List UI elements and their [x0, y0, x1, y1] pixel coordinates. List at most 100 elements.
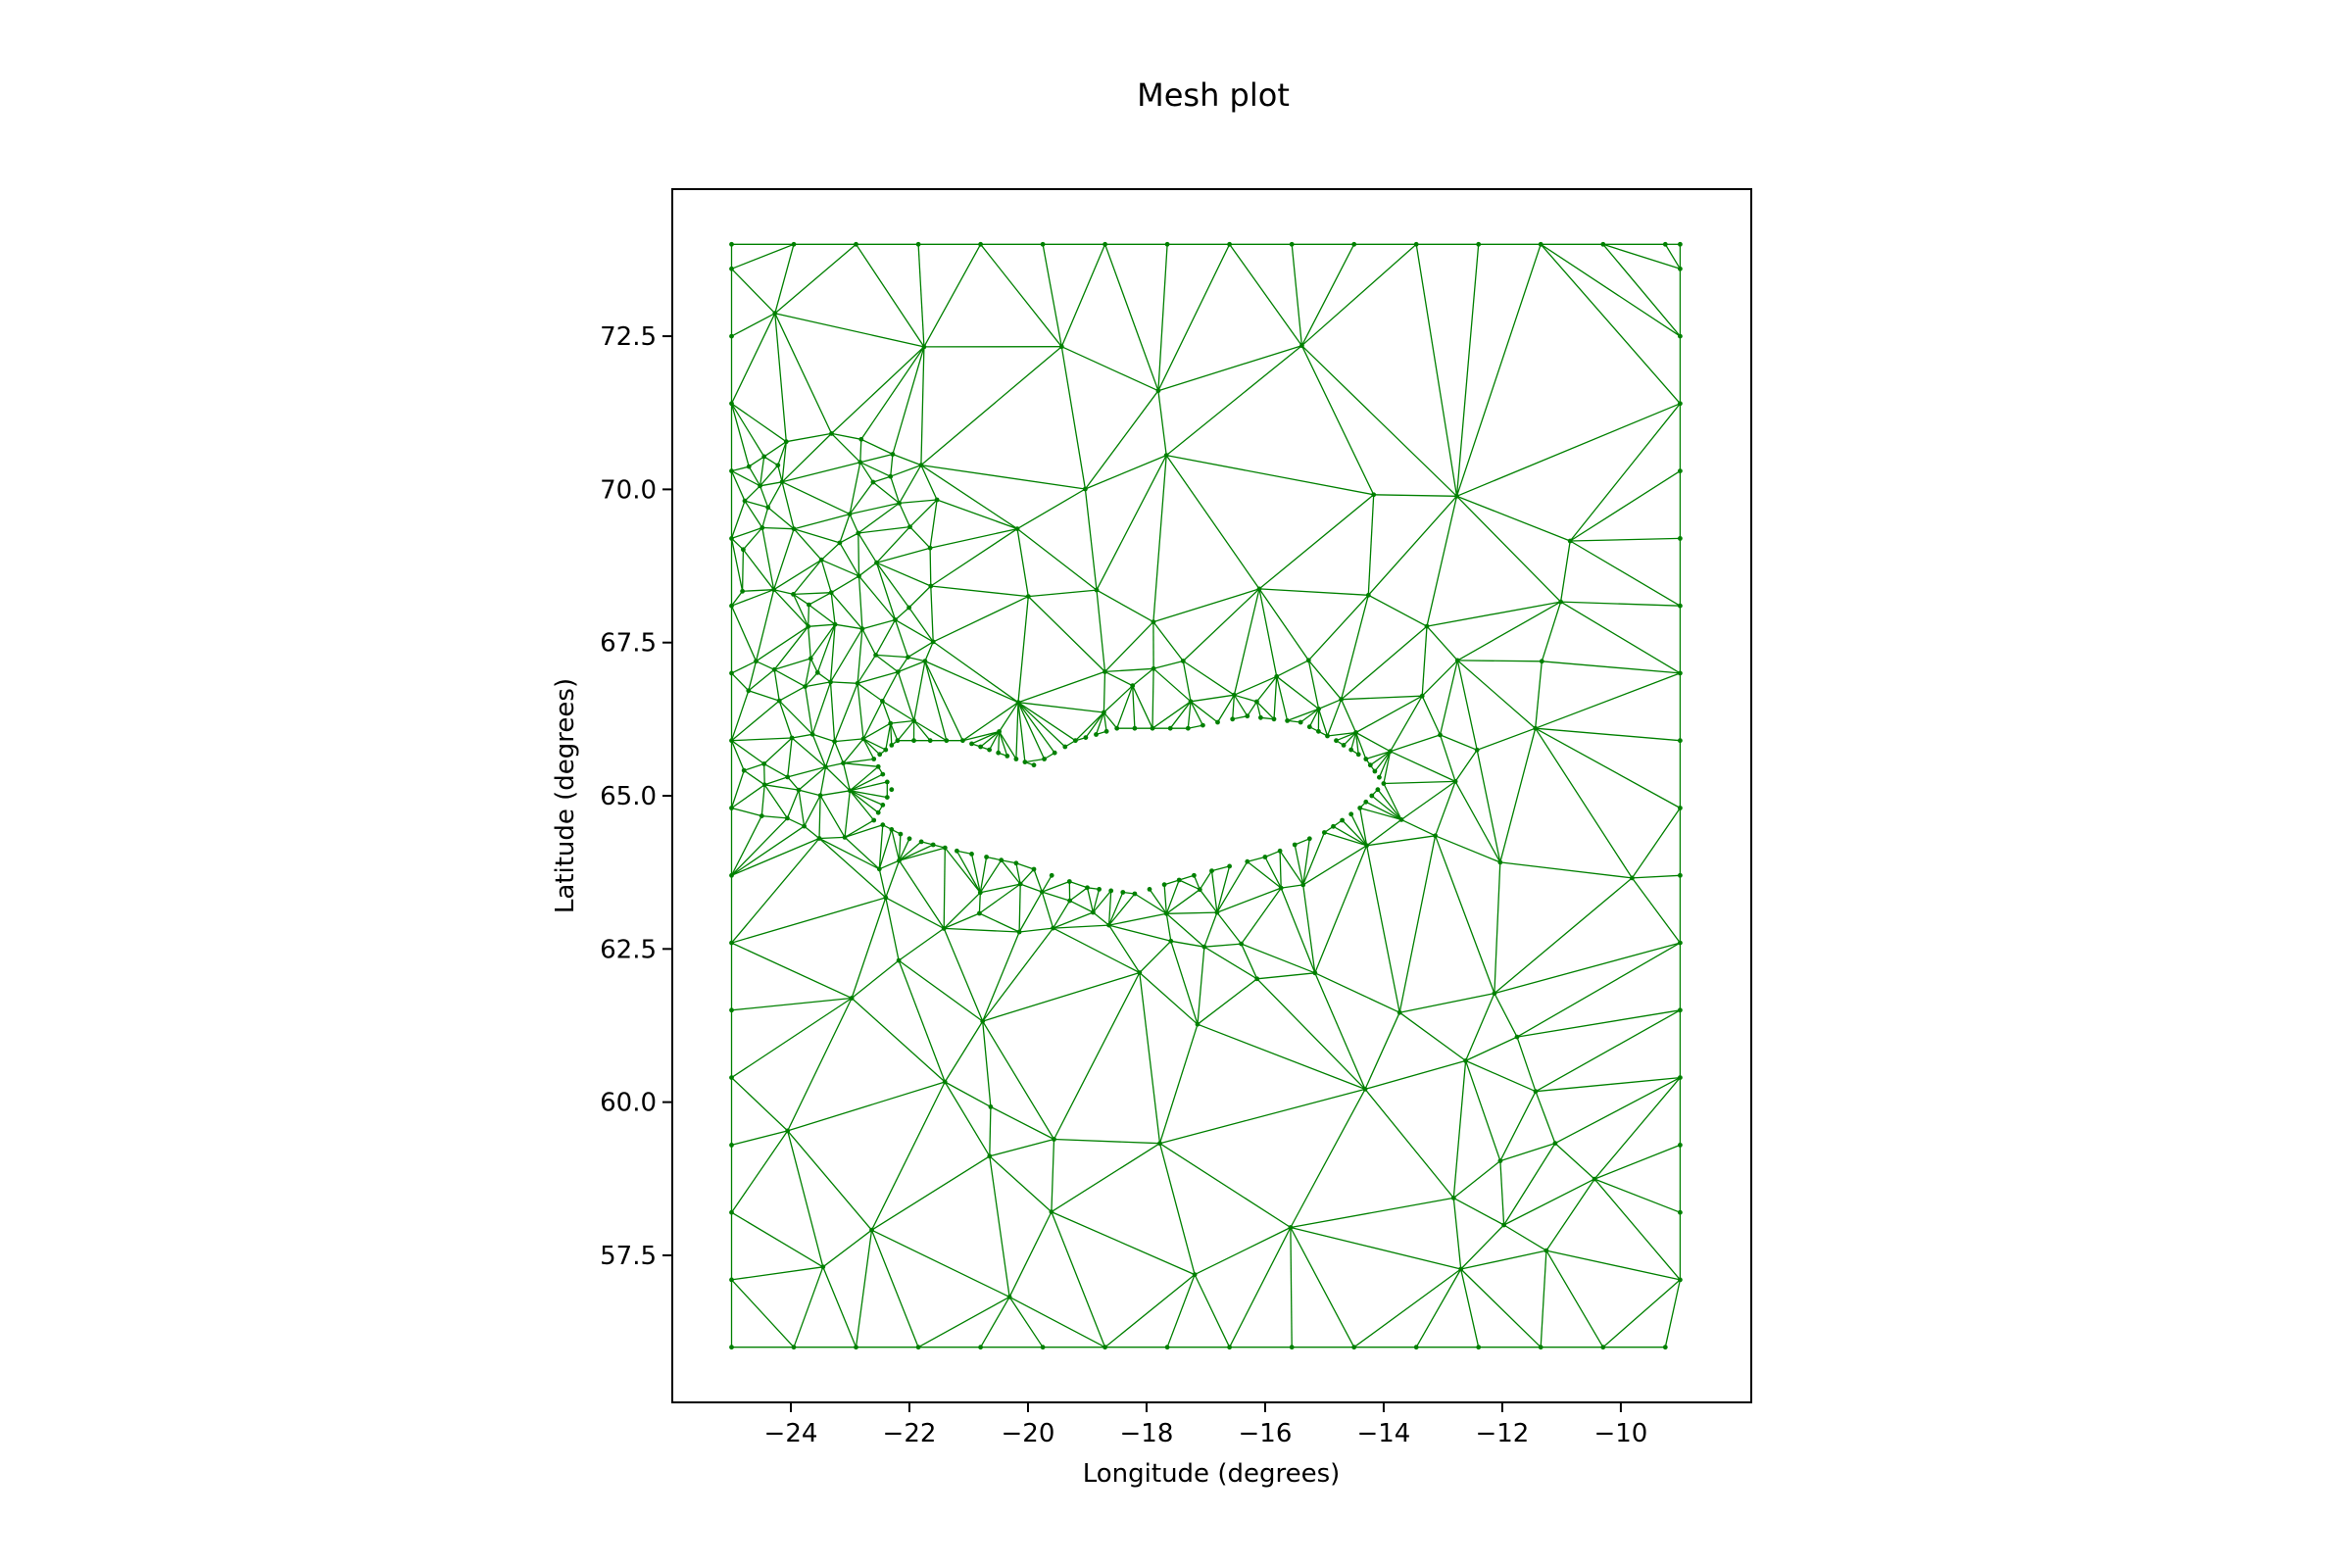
mesh-edge [1232, 715, 1248, 720]
mesh-node [729, 670, 734, 676]
mesh-edge [1016, 528, 1098, 591]
mesh-edge [982, 927, 1054, 1022]
mesh-edge [881, 701, 892, 724]
mesh-node [1230, 716, 1236, 722]
mesh-node [1016, 929, 1022, 935]
mesh-edge [774, 313, 925, 348]
mesh-node [1102, 710, 1106, 715]
mesh-node [1678, 1209, 1683, 1215]
mesh-node [1375, 787, 1381, 793]
mesh-edge [1042, 244, 1062, 347]
mesh-edge [731, 1211, 824, 1268]
mesh-node [775, 463, 781, 468]
mesh-edge [844, 790, 851, 838]
mesh-edge [1199, 870, 1213, 891]
mesh-node [1678, 940, 1683, 946]
mesh-node [880, 803, 886, 808]
mesh-node [791, 241, 797, 247]
mesh-edge [1435, 835, 1501, 863]
mesh-edge [1017, 702, 1104, 713]
mesh-edge [1102, 685, 1134, 713]
mesh-edge [1455, 244, 1480, 497]
mesh-edge [1542, 661, 1681, 674]
mesh-edge [1499, 1091, 1537, 1161]
mesh-node [818, 557, 824, 563]
mesh-edge [843, 762, 879, 767]
mesh-edge [849, 481, 874, 514]
mesh-edge [1193, 875, 1200, 890]
mesh-node [875, 809, 881, 815]
mesh-edge [756, 625, 809, 662]
mesh-edge [793, 528, 841, 544]
mesh-edge [731, 470, 760, 487]
mesh-edge [731, 403, 787, 443]
mesh-edge [917, 1296, 1010, 1348]
mesh-edge [759, 485, 769, 509]
mesh-edge [1302, 832, 1326, 886]
mesh-edge [1017, 596, 1029, 703]
mesh-edge [879, 859, 900, 870]
mesh-node [860, 736, 866, 742]
mesh-node [1106, 922, 1111, 928]
mesh-edge [743, 769, 765, 786]
mesh-edge [1465, 1036, 1518, 1061]
mesh-edge [1132, 685, 1136, 729]
mesh-edge [979, 883, 1021, 914]
mesh-edge [834, 738, 864, 743]
mesh-node [1067, 898, 1072, 904]
mesh-edge [1308, 709, 1320, 727]
mesh-node [1185, 725, 1191, 731]
mesh-edge [1373, 494, 1457, 497]
mesh-edge [871, 1155, 991, 1231]
mesh-edge [1042, 880, 1070, 893]
mesh-edge [1400, 780, 1456, 820]
mesh-edge [844, 819, 875, 838]
mesh-edge [1247, 701, 1257, 717]
mesh-node [796, 787, 802, 793]
mesh-edge [1290, 1227, 1293, 1348]
mesh-edge [1302, 838, 1310, 885]
mesh-edges [730, 243, 1682, 1348]
mesh-node [888, 473, 894, 479]
mesh-edge [1300, 244, 1355, 346]
mesh-edge [858, 562, 877, 577]
mesh-edge [744, 500, 763, 528]
mesh-edge [1439, 660, 1458, 736]
mesh-node [1600, 241, 1606, 247]
mesh-edge [1017, 670, 1105, 704]
x-tick-label: −18 [1120, 1419, 1174, 1448]
mesh-edge [731, 807, 762, 817]
mesh-edge [786, 789, 800, 819]
mesh-edge [1108, 892, 1124, 926]
mesh-edge [1015, 862, 1035, 870]
mesh-edge [890, 454, 894, 477]
mesh-edge [862, 701, 883, 740]
mesh-node [729, 401, 734, 407]
mesh-edge [831, 432, 861, 464]
mesh-node [729, 603, 734, 609]
mesh-edge [1452, 1060, 1467, 1199]
mesh-node [832, 621, 838, 627]
mesh-edge [1421, 695, 1442, 736]
mesh-edge [944, 1081, 992, 1107]
mesh-edge [1569, 470, 1681, 542]
mesh-edge [907, 656, 926, 662]
mesh-edge [1367, 594, 1428, 627]
mesh-node [1017, 881, 1023, 887]
mesh-node [785, 815, 790, 821]
mesh-edge [1096, 455, 1167, 591]
mesh-edge [1258, 588, 1369, 596]
mesh-edge [761, 507, 769, 528]
mesh-edge [839, 542, 860, 577]
mesh-node [997, 729, 1002, 734]
mesh-edge [1367, 495, 1457, 596]
mesh-edge [979, 912, 1020, 933]
mesh-node [1285, 718, 1290, 723]
mesh-edge [1340, 595, 1369, 700]
mesh-edge [748, 456, 765, 467]
mesh-node [1630, 875, 1635, 881]
mesh-node [1396, 1009, 1402, 1015]
mesh-edge [808, 623, 836, 627]
mesh-edge [1353, 1268, 1462, 1348]
mesh-edge [1233, 588, 1260, 696]
